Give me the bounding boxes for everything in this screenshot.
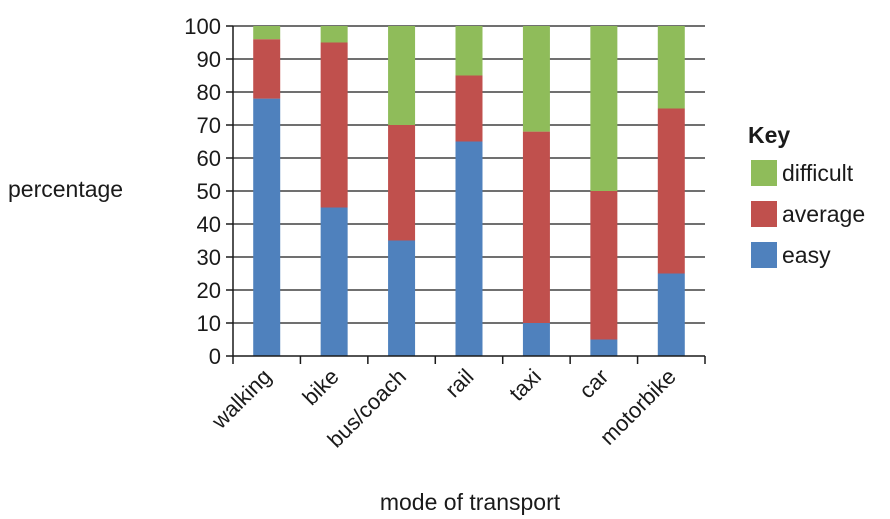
y-tick-label: 80	[197, 80, 221, 105]
bar-segment-easy-motorbike	[657, 273, 685, 356]
bar-segment-difficult-bike	[320, 26, 348, 43]
x-tick-label: taxi	[504, 364, 546, 406]
legend: Key difficult average easy	[748, 122, 865, 268]
y-tick-label: 60	[197, 146, 221, 171]
bar-segment-average-buscoach	[388, 125, 416, 241]
legend-swatch-easy	[751, 242, 777, 268]
y-tick-label: 20	[197, 278, 221, 303]
bar-segment-easy-car	[590, 339, 618, 356]
bar-segment-average-motorbike	[657, 108, 685, 274]
legend-swatch-difficult	[751, 160, 777, 186]
y-tick-label: 0	[209, 344, 221, 369]
x-axis-title: mode of transport	[380, 489, 561, 515]
bar-segment-average-taxi	[522, 131, 550, 323]
bar-segment-difficult-motorbike	[657, 26, 685, 109]
legend-label-easy: easy	[782, 242, 831, 268]
y-tick-label: 100	[184, 14, 221, 39]
bar-segment-easy-rail	[455, 141, 483, 356]
bar-segment-average-rail	[455, 75, 483, 142]
y-axis-title: percentage	[8, 176, 123, 202]
bar-segment-average-bike	[320, 42, 348, 208]
bar-segment-difficult-walking	[253, 26, 281, 40]
bar-segment-easy-bike	[320, 207, 348, 356]
bar-segment-average-car	[590, 191, 618, 340]
bar-segment-difficult-buscoach	[388, 26, 416, 125]
x-tick-label: car	[574, 364, 613, 403]
legend-swatch-average	[751, 201, 777, 227]
y-tick-labels: 0 10 20 30 40 50 60 70 80 90 100	[184, 14, 221, 369]
axes	[226, 25, 706, 364]
legend-label-average: average	[782, 201, 865, 227]
bar-segment-average-walking	[253, 39, 281, 99]
x-tick-label: rail	[440, 364, 478, 402]
bar-segment-difficult-taxi	[522, 26, 550, 132]
x-tick-label: bike	[297, 364, 343, 410]
y-tick-label: 70	[197, 113, 221, 138]
y-tick-label: 50	[197, 179, 221, 204]
y-tick-label: 40	[197, 212, 221, 237]
bar-segment-difficult-rail	[455, 26, 483, 76]
bar-segment-easy-taxi	[522, 323, 550, 356]
y-tick-label: 10	[197, 311, 221, 336]
x-tick-label: walking	[206, 364, 276, 434]
bars	[253, 26, 685, 356]
legend-label-difficult: difficult	[782, 160, 854, 186]
bar-segment-difficult-car	[590, 26, 618, 191]
legend-title: Key	[748, 122, 790, 148]
bar-segment-easy-buscoach	[388, 240, 416, 356]
y-tick-label: 30	[197, 245, 221, 270]
bar-segment-easy-walking	[253, 98, 281, 356]
y-tick-label: 90	[197, 47, 221, 72]
